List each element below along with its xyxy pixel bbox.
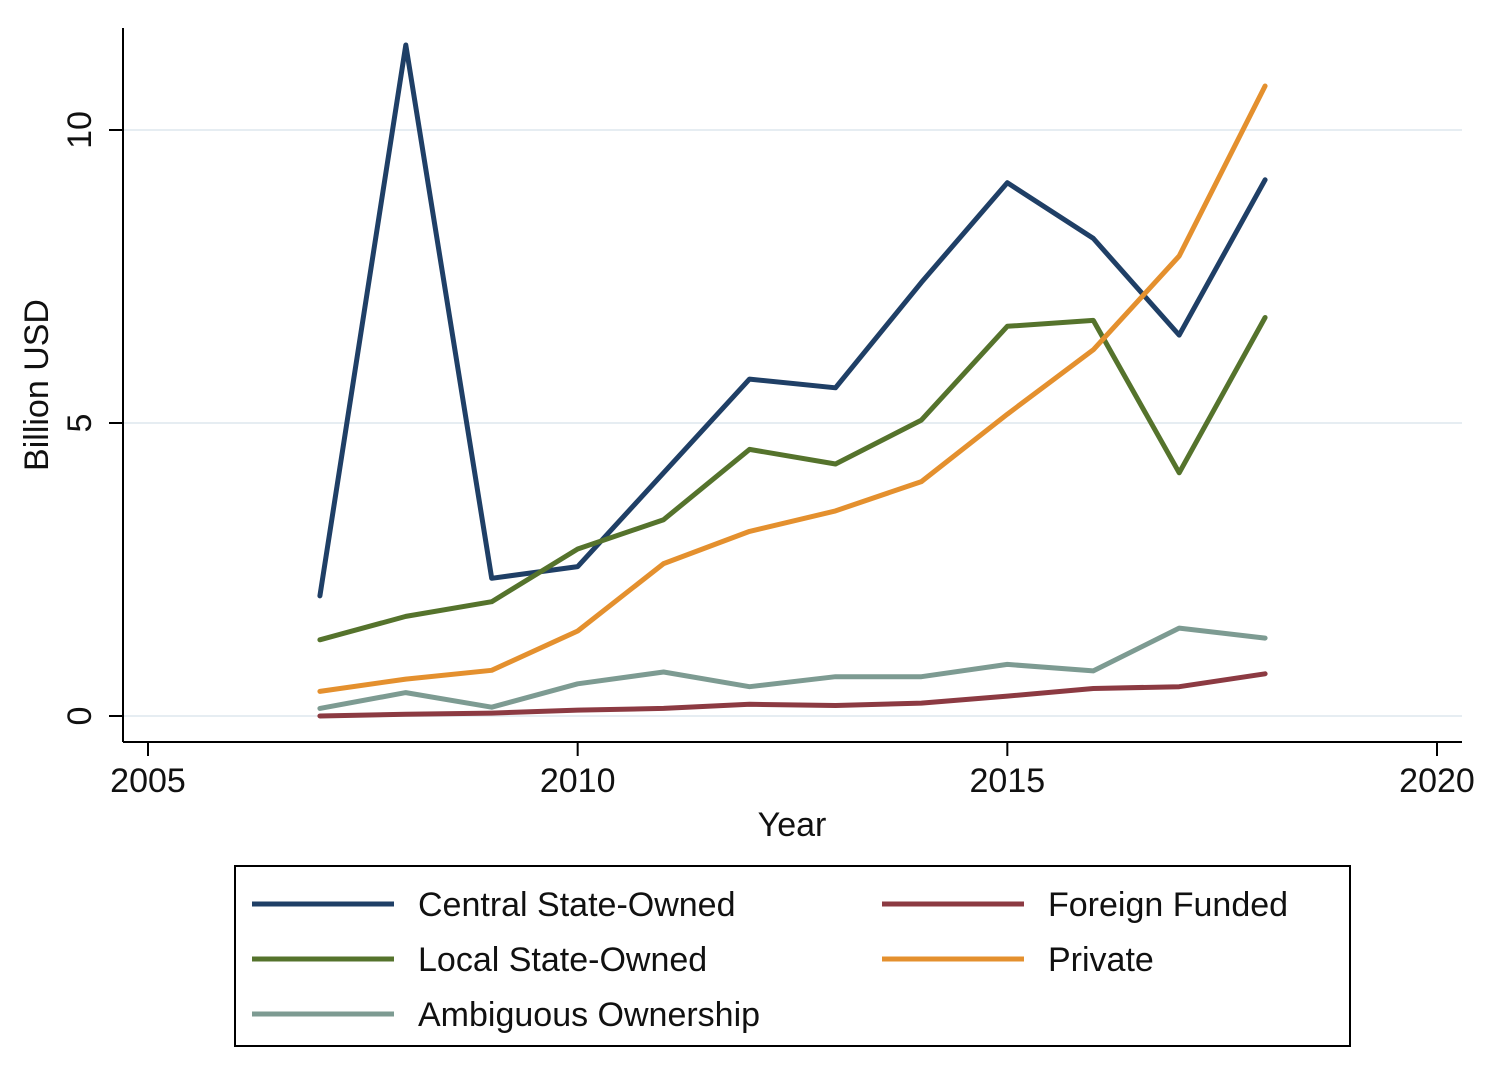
legend-label: Foreign Funded [1048, 886, 1288, 924]
legend-label: Ambiguous Ownership [418, 996, 760, 1034]
legend-label: Central State-Owned [418, 886, 736, 924]
x-tick-label: 2005 [110, 762, 186, 800]
axes [122, 28, 1462, 743]
x-tick-label: 2020 [1399, 762, 1475, 800]
x-tick-label: 2015 [970, 762, 1046, 800]
y-tick-label: 10 [61, 111, 99, 149]
grid-lines [123, 129, 1462, 717]
legend-label: Local State-Owned [418, 941, 707, 979]
series-line-foreign-funded [317, 671, 1268, 719]
legend-label: Private [1048, 941, 1154, 979]
legend-item-foreign-funded: Foreign Funded [882, 886, 1288, 924]
legend: Central State-Owned Foreign Funded Local S… [234, 865, 1351, 1047]
legend-items: Central State-Owned Foreign Funded Local S… [252, 886, 1288, 1034]
series-line-private [317, 83, 1268, 694]
x-tick-label: 2010 [540, 762, 616, 800]
series-line-central-state-owned [317, 42, 1268, 599]
x-axis-title: Year [758, 806, 827, 844]
axis-ticks: 0 5 10 2005 2010 2015 2020 [61, 111, 1475, 800]
legend-item-local-state-owned: Local State-Owned [252, 941, 707, 979]
y-tick-label: 0 [61, 707, 99, 726]
legend-box [234, 865, 1351, 1047]
y-axis-title: Billion USD [18, 299, 56, 471]
legend-item-central-state-owned: Central State-Owned [252, 886, 736, 924]
series-line-local-state-owned [317, 315, 1268, 643]
y-tick-label: 5 [61, 414, 99, 433]
legend-item-ambiguous-ownership: Ambiguous Ownership [252, 996, 760, 1034]
series-line-ambiguous-ownership [317, 625, 1268, 711]
series-lines [317, 42, 1268, 719]
legend-item-private: Private [882, 941, 1154, 979]
